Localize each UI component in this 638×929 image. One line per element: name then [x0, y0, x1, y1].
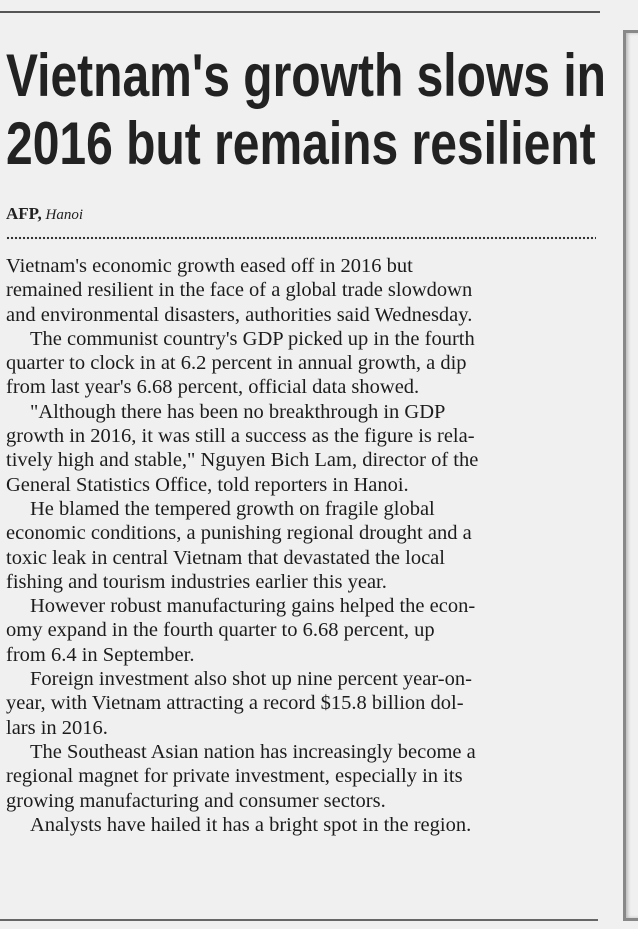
article-line: tively high and stable," Nguyen Bich Lam…: [6, 449, 479, 472]
dotted-divider: [6, 236, 596, 240]
adjacent-column-box: [623, 30, 638, 921]
article-line: Vietnam's economic growth eased off in 2…: [6, 255, 413, 277]
headline-line-2: 2016 but remains resilient: [6, 110, 596, 177]
article-line: "Although there has been no breakthrough…: [30, 400, 446, 423]
article-line: quarter to clock in at 6.2 percent in an…: [6, 352, 467, 375]
article-line: However robust manufacturing gains helpe…: [30, 595, 476, 618]
article-line: General Statistics Office, told reporter…: [6, 473, 409, 496]
top-rule: [0, 11, 600, 13]
article-line: The communist country's GDP picked up in…: [30, 327, 475, 350]
article-body: Vietnam's economic growth eased off in 2…: [6, 254, 606, 837]
article-line: from last year's 6.68 percent, official …: [6, 376, 420, 399]
headline: Vietnam's growth slows in 2016 but remai…: [6, 42, 638, 178]
article-line: and environmental disasters, authorities…: [6, 303, 473, 326]
article-line: year, with Vietnam attracting a record $…: [6, 692, 464, 715]
article-line: fishing and tourism industries earlier t…: [6, 570, 387, 593]
article-line: regional magnet for private investment, …: [6, 765, 463, 788]
article-line: remained resilient in the face of a glob…: [6, 279, 473, 302]
article-line: growth in 2016, it was still a success a…: [6, 425, 475, 448]
byline-agency: AFP,: [6, 204, 42, 223]
article-line: omy expand in the fourth quarter to 6.68…: [6, 619, 435, 642]
byline: AFP, Hanoi: [6, 204, 83, 224]
article-line: lars in 2016.: [6, 716, 108, 739]
headline-line-1: Vietnam's growth slows in: [6, 42, 606, 109]
bottom-rule: [0, 919, 598, 921]
byline-place: Hanoi: [45, 207, 84, 223]
article-line: growing manufacturing and consumer secto…: [6, 789, 386, 812]
article-line: economic conditions, a punishing regiona…: [6, 522, 472, 545]
article-line: The Southeast Asian nation has increasin…: [30, 740, 476, 763]
article-line: toxic leak in central Vietnam that devas…: [6, 546, 445, 569]
article-line: He blamed the tempered growth on fragile…: [30, 497, 435, 520]
article-line: from 6.4 in September.: [6, 643, 195, 666]
article-line: Foreign investment also shot up nine per…: [30, 668, 472, 691]
article-line: Analysts have hailed it has a bright spo…: [30, 813, 472, 836]
